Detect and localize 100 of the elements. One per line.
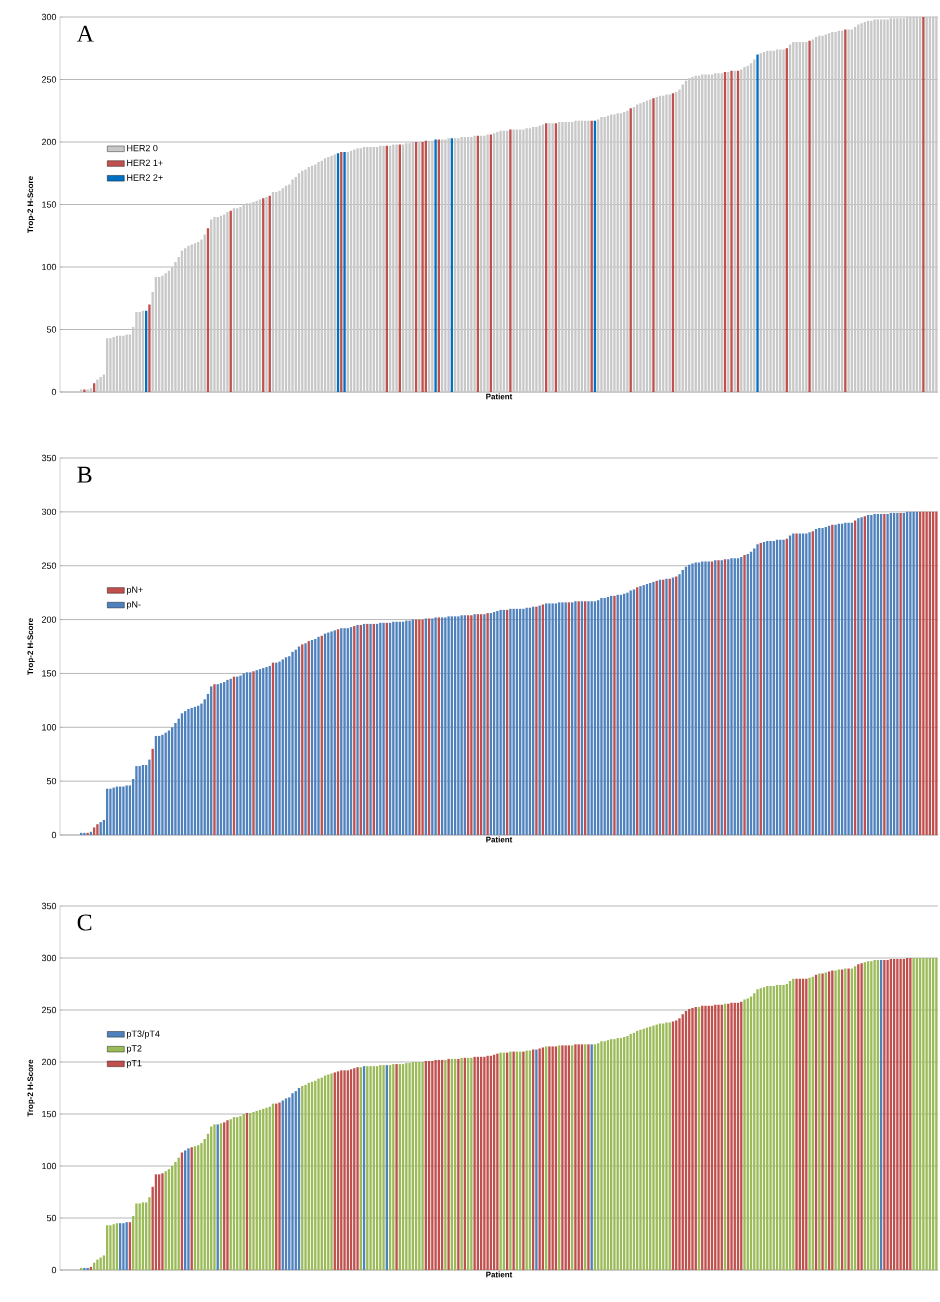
bar xyxy=(522,608,525,836)
y-tick-label: 350 xyxy=(41,902,57,910)
y-tick-label: 50 xyxy=(46,1214,57,1222)
bar xyxy=(857,518,860,836)
bar xyxy=(174,1161,177,1271)
bar xyxy=(499,130,502,392)
bar xyxy=(125,1222,128,1271)
y-tick-label: 100 xyxy=(42,1162,57,1170)
y-tick-label: 100 xyxy=(42,263,57,271)
bar xyxy=(92,383,96,392)
y-tick-label: 200 xyxy=(41,616,57,623)
bar xyxy=(935,958,938,1271)
bar xyxy=(431,1060,434,1271)
bar xyxy=(418,619,421,836)
bar xyxy=(538,125,541,392)
bar xyxy=(870,515,873,836)
bar xyxy=(909,511,912,836)
bar xyxy=(925,958,928,1271)
y-tick-label: 250 xyxy=(41,1006,57,1014)
bar xyxy=(935,511,938,836)
bar xyxy=(483,135,486,392)
bar xyxy=(483,1056,486,1271)
bar xyxy=(99,1257,102,1271)
bar xyxy=(899,18,902,392)
y-tick-label: 0 xyxy=(51,388,57,396)
y-tick-label: 300 xyxy=(41,954,57,962)
bar xyxy=(525,128,528,392)
bar xyxy=(460,615,463,836)
y-tick-label: 250 xyxy=(41,76,57,83)
bar xyxy=(509,608,512,836)
bar xyxy=(896,959,899,1271)
bar xyxy=(857,964,860,1271)
bar xyxy=(912,17,915,392)
bar xyxy=(551,123,554,392)
bar xyxy=(883,19,886,392)
bar xyxy=(444,139,447,392)
bar xyxy=(83,1267,86,1271)
y-tick-label: 300 xyxy=(41,13,57,21)
bar xyxy=(486,134,489,392)
legend-label: pT1 xyxy=(127,1060,142,1069)
y-tick-label: 50 xyxy=(46,777,57,785)
bar xyxy=(899,959,902,1271)
bar xyxy=(148,304,151,392)
bar xyxy=(112,1224,115,1271)
bar xyxy=(935,17,938,392)
chart-title: C xyxy=(77,914,92,931)
bar xyxy=(112,337,115,392)
y-tick-label: 0 xyxy=(51,831,57,839)
y-tick-label: 200 xyxy=(41,138,57,146)
bar xyxy=(886,960,889,1271)
bar xyxy=(870,961,873,1271)
y-tick-label: 200 xyxy=(41,1058,57,1066)
y-tick-label: 300 xyxy=(41,508,57,516)
y-tick-label: 100 xyxy=(42,724,57,731)
y-tick-label: 350 xyxy=(41,454,57,462)
bar xyxy=(86,1267,89,1271)
bar xyxy=(444,617,447,836)
bar xyxy=(96,379,99,392)
y-tick-label: 250 xyxy=(41,562,57,569)
bar xyxy=(883,960,886,1271)
bar xyxy=(857,24,860,392)
bar xyxy=(522,129,525,392)
bar xyxy=(925,511,928,836)
bar xyxy=(870,20,873,392)
legend-label: HER2 1+ xyxy=(127,159,163,166)
bar xyxy=(486,1055,489,1271)
bar xyxy=(886,19,889,392)
bar xyxy=(99,377,102,392)
bar xyxy=(125,334,128,392)
y-tick-label: 0 xyxy=(51,1266,57,1274)
bar xyxy=(844,522,847,836)
bar xyxy=(125,785,128,836)
bar xyxy=(496,132,499,392)
legend-label: HER2 0 xyxy=(127,144,158,152)
bar xyxy=(922,958,925,1271)
legend-label: pT2 xyxy=(127,1045,142,1054)
bar xyxy=(457,616,460,836)
bar xyxy=(499,609,502,836)
bar xyxy=(551,1046,554,1271)
bar xyxy=(112,787,115,836)
bar xyxy=(496,610,499,836)
legend-label: pN- xyxy=(127,601,141,610)
bar xyxy=(473,135,476,392)
bar xyxy=(512,608,515,836)
bar xyxy=(922,511,925,836)
bar xyxy=(909,17,912,392)
legend-label: pN+ xyxy=(127,586,143,595)
bar xyxy=(460,137,463,392)
bar xyxy=(470,137,473,392)
bar xyxy=(551,603,554,836)
chart-title: A xyxy=(76,25,94,42)
bar xyxy=(896,18,899,392)
bar xyxy=(174,722,177,836)
bar xyxy=(148,1197,151,1271)
y-tick-label: 150 xyxy=(42,201,57,208)
chart-title: B xyxy=(77,466,92,483)
bar xyxy=(525,607,528,836)
y-tick-label: 150 xyxy=(42,1110,57,1118)
bar xyxy=(418,1062,421,1271)
bar xyxy=(457,138,460,392)
